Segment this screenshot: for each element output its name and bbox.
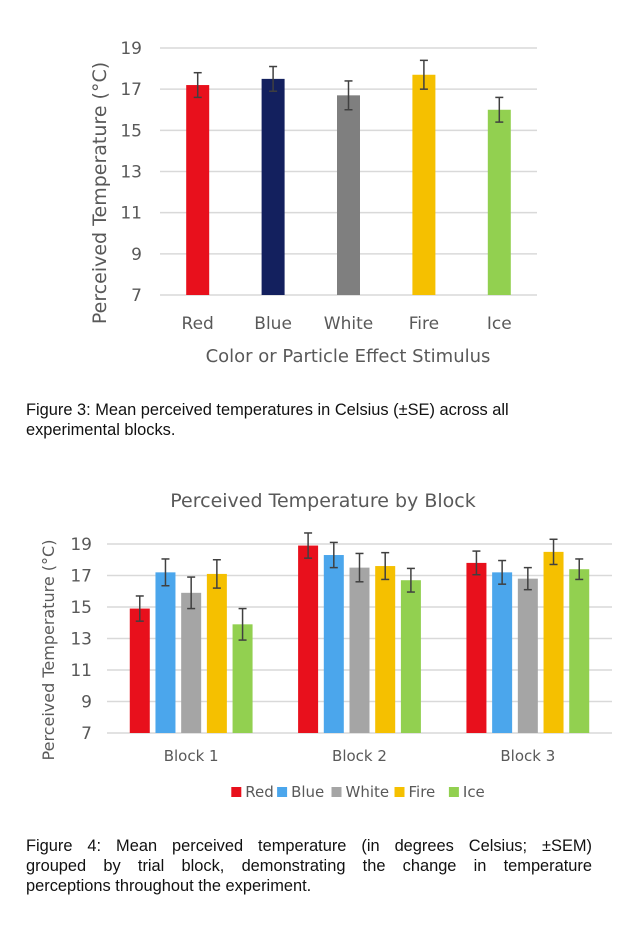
y-tick-label: 11 bbox=[120, 204, 142, 224]
legend-swatch bbox=[448, 787, 459, 797]
x-tick-label: White bbox=[324, 314, 373, 334]
bar-blue bbox=[323, 555, 344, 733]
x-tick-label: Ice bbox=[487, 314, 512, 334]
legend-item-fire: Fire bbox=[394, 783, 436, 801]
bar-red bbox=[466, 562, 487, 733]
bar-white bbox=[181, 592, 202, 733]
bar-ice bbox=[569, 569, 590, 733]
legend-item-red: Red bbox=[231, 783, 274, 801]
figure-3-caption: Figure 3: Mean perceived temperatures in… bbox=[26, 401, 509, 439]
figure-4-chart: Perceived Temperature by Block 7 9 11 13 15 1… bbox=[39, 490, 612, 801]
y-axis-label: Perceived Temperature (°C) bbox=[39, 540, 58, 761]
bar-white bbox=[337, 95, 360, 295]
legend-label: Ice bbox=[463, 783, 485, 801]
x-tick-label: Block 1 bbox=[164, 747, 219, 765]
y-tick-label: 11 bbox=[70, 661, 92, 681]
legend-swatch bbox=[231, 787, 242, 797]
caption-line: Figure 4: Mean perceived temperature (in… bbox=[26, 837, 592, 855]
y-tick-label: 17 bbox=[120, 80, 142, 100]
legend-label: White bbox=[346, 783, 390, 801]
bar-fire bbox=[543, 551, 564, 733]
y-axis-label: Perceived Temperature (°C) bbox=[89, 62, 111, 324]
bar-fire bbox=[206, 573, 227, 733]
legend-item-white: White bbox=[331, 783, 390, 801]
bar-blue bbox=[492, 572, 513, 733]
y-tick-labels: 7 9 11 13 15 17 19 bbox=[70, 535, 92, 744]
bar-white bbox=[517, 578, 538, 733]
bars bbox=[186, 59, 511, 295]
y-tick-label: 15 bbox=[120, 121, 142, 141]
caption-line: grouped by trial block, demonstrating th… bbox=[26, 857, 592, 875]
figure-4-caption: Figure 4: Mean perceived temperature (in… bbox=[26, 836, 592, 896]
x-tick-label: Block 3 bbox=[500, 747, 555, 765]
y-tick-label: 17 bbox=[70, 567, 92, 587]
bar-ice bbox=[400, 580, 421, 733]
bars bbox=[129, 532, 590, 733]
legend-item-ice: Ice bbox=[448, 783, 485, 801]
x-axis-label: Color or Particle Effect Stimulus bbox=[206, 346, 491, 367]
x-tick-labels: Red Blue White Fire Ice bbox=[182, 314, 512, 334]
y-tick-label: 15 bbox=[70, 598, 92, 618]
y-tick-label: 19 bbox=[120, 39, 142, 59]
bar-white bbox=[349, 567, 370, 733]
bar-red bbox=[129, 608, 150, 733]
legend-item-blue: Blue bbox=[277, 783, 324, 801]
bar-red bbox=[298, 545, 319, 733]
y-tick-label: 13 bbox=[70, 630, 92, 650]
y-tick-label: 9 bbox=[81, 693, 92, 713]
bar-blue bbox=[155, 572, 176, 733]
legend-swatch bbox=[277, 787, 288, 797]
y-tick-label: 19 bbox=[70, 535, 92, 555]
y-tick-label: 7 bbox=[81, 724, 92, 744]
bar-fire bbox=[375, 566, 396, 733]
x-tick-label: Red bbox=[182, 314, 214, 334]
legend-label: Blue bbox=[291, 783, 324, 801]
bar-blue bbox=[261, 78, 285, 295]
caption-line: perceptions throughout the experiment. bbox=[26, 877, 312, 895]
bar-ice bbox=[487, 109, 511, 295]
x-tick-label: Blue bbox=[254, 314, 292, 334]
legend-swatch bbox=[331, 787, 342, 797]
legend-label: Fire bbox=[409, 783, 436, 801]
legend: Red Blue White Fire Ice bbox=[231, 783, 485, 801]
y-tick-labels: 7 9 11 13 15 17 19 bbox=[120, 39, 142, 306]
y-tick-label: 7 bbox=[131, 286, 142, 306]
x-tick-labels: Block 1 Block 2 Block 3 bbox=[164, 747, 556, 765]
legend-label: Red bbox=[245, 783, 273, 801]
y-tick-label: 9 bbox=[131, 245, 142, 265]
bar-ice bbox=[232, 624, 253, 733]
chart-title: Perceived Temperature by Block bbox=[170, 490, 475, 512]
figure-3-chart: 7 9 11 13 15 17 19 Red Blue White Fire Ice Perceiv… bbox=[89, 39, 537, 367]
bar-fire bbox=[412, 74, 436, 295]
y-tick-label: 13 bbox=[120, 163, 142, 183]
x-tick-label: Block 2 bbox=[332, 747, 387, 765]
bar-red bbox=[186, 85, 210, 295]
legend-swatch bbox=[394, 787, 405, 797]
x-tick-label: Fire bbox=[409, 314, 439, 334]
